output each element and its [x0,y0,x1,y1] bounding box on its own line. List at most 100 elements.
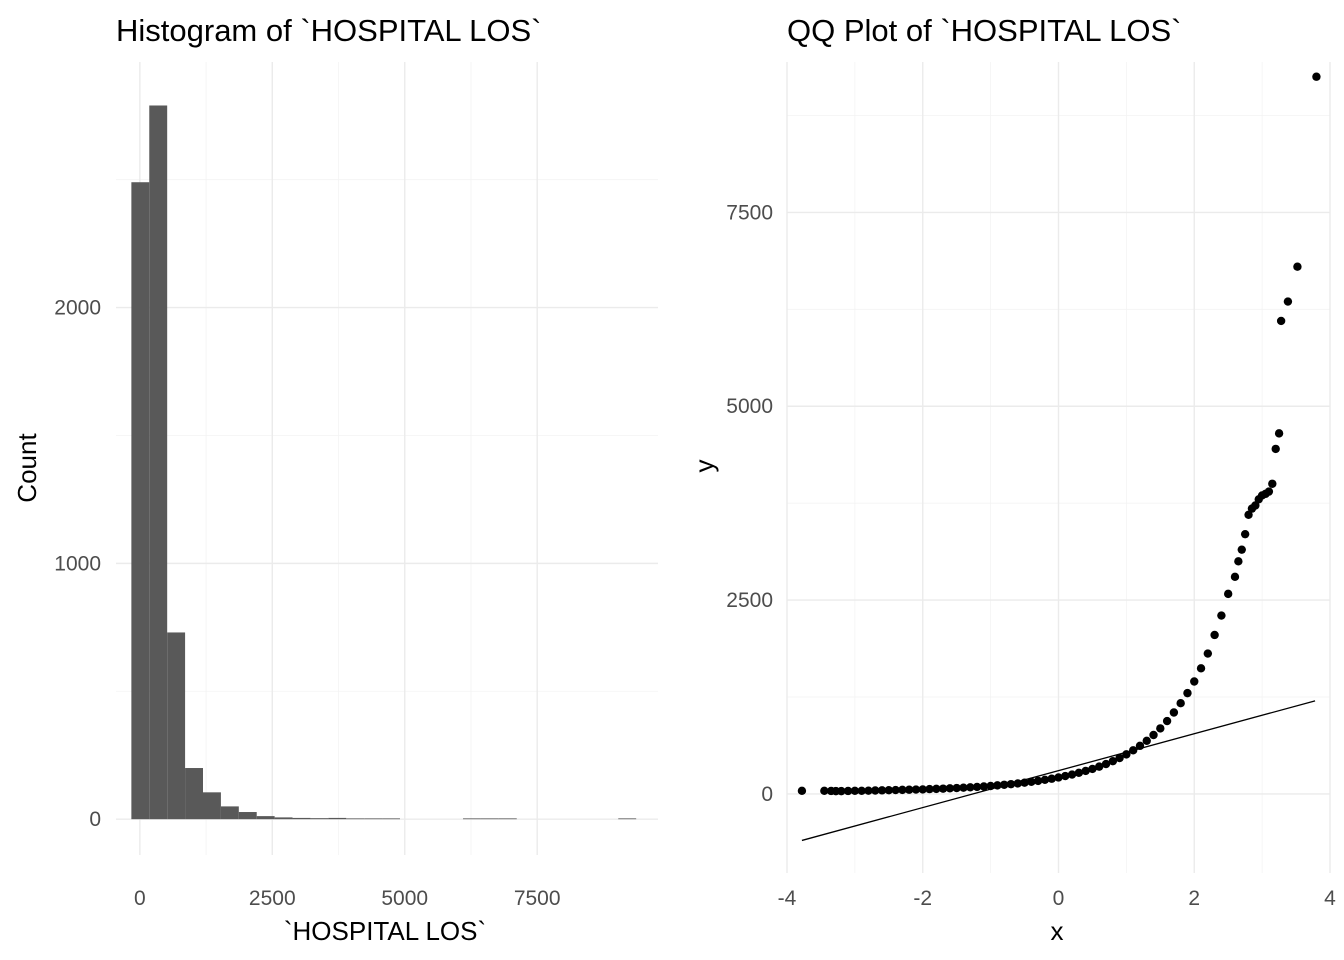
qq-point [1054,773,1063,782]
qq-point [898,785,907,795]
qq-point [1183,688,1192,698]
qq-point [1033,776,1043,786]
qq-point [857,786,866,796]
histogram-title: Histogram of `HOSPITAL LOS` [116,13,542,48]
qq-point [1142,736,1151,746]
qq-point [1271,444,1280,454]
qq-point [1115,753,1124,763]
y-tick-label: 2000 [54,297,101,320]
qq-point [945,784,955,793]
qq-point [820,786,829,796]
qq-point [884,785,894,795]
qq-point [959,783,968,792]
qq-point [972,782,982,792]
qq-point [1276,316,1286,326]
histogram-bar [185,768,203,820]
qq-point [1274,429,1284,438]
qq-point [1040,775,1050,785]
qq-plot-title: QQ Plot of `HOSPITAL LOS` [787,13,1182,48]
qq-point [1122,750,1131,759]
qq-plot-y-axis-title: y [689,460,719,473]
qq-point [925,784,934,794]
histogram-y-axis-title: Count [12,433,42,503]
qq-point [1135,741,1145,751]
histogram-bar [618,818,637,820]
qq-reference-line [801,700,1316,842]
qq-point [1013,779,1022,788]
histogram-bar [274,817,293,820]
qq-point [966,783,975,792]
qq-point [1176,699,1185,708]
histogram-y-ticks: 0 1000 2000 [54,297,101,832]
qq-point [1000,780,1009,789]
qq-point [1061,771,1070,781]
qq-point [1006,779,1016,789]
qq-point [1020,778,1029,787]
histogram-panel: Histogram of `HOSPITAL LOS` 0 2500 5000 750… [12,13,658,946]
x-tick-label: 2500 [249,887,296,910]
qq-point [904,785,914,794]
qq-point [1095,762,1104,771]
qq-point [1074,768,1084,778]
qq-point [1027,777,1036,787]
x-tick-label: 7500 [514,887,561,910]
histogram-bar [498,818,517,820]
y-tick-label: 0 [89,808,101,831]
x-tick-label: -2 [913,887,932,910]
qq-point [877,786,887,795]
qq-point [1047,774,1056,783]
qq-point [1293,262,1302,271]
qq-plot-grid [786,62,1331,873]
qq-point [1223,589,1233,599]
qq-point [1244,510,1253,519]
qq-point [1156,724,1165,733]
histogram-bar [310,818,329,820]
y-tick-label: 2500 [726,589,773,612]
qq-point [837,786,846,796]
histogram-bar [131,182,150,820]
qq-point [1312,72,1321,81]
x-tick-label: 0 [134,887,146,910]
histogram-bar [382,818,400,820]
y-tick-label: 0 [761,783,773,806]
histogram-bar [167,632,186,820]
histogram-x-axis-title: `HOSPITAL LOS` [284,916,486,946]
qq-plot-panel: QQ Plot of `HOSPITAL LOS` -4 -2 0 2 4 0 2500 5… [689,13,1336,946]
qq-point [1169,708,1179,717]
histogram-bar [238,812,257,820]
histogram-bar [149,105,168,820]
qq-line [801,700,1316,842]
qq-point [1237,545,1246,554]
histogram-grid [116,62,658,855]
histogram-bar [202,792,221,820]
qq-point [1283,297,1293,306]
qq-point [1067,770,1077,779]
qq-point [1251,501,1260,510]
qq-point [1268,479,1277,488]
qq-point [932,784,941,794]
qq-point [918,785,927,794]
qq-point [1240,529,1250,539]
histogram-bar [463,818,481,820]
qq-point [1196,664,1206,673]
qq-point [1203,649,1213,658]
qq-point [938,784,948,793]
qq-point [986,781,995,791]
qq-plot-y-ticks: 0 2500 5000 7500 [726,201,773,806]
x-tick-label: -4 [778,887,797,910]
histogram-bars [131,105,637,820]
qq-point [1234,557,1243,566]
qq-point [1101,759,1111,769]
qq-point [1217,611,1226,620]
qq-point [1230,572,1240,582]
histogram-bar [364,818,383,820]
y-tick-label: 5000 [726,395,773,418]
histogram-bar [292,817,311,820]
qq-point [952,783,961,793]
histogram-bar [220,806,239,820]
qq-plot-points [797,72,1321,796]
x-tick-label: 0 [1053,887,1065,910]
x-tick-label: 4 [1324,887,1336,910]
qq-point [1149,730,1158,740]
qq-point [1190,677,1199,686]
